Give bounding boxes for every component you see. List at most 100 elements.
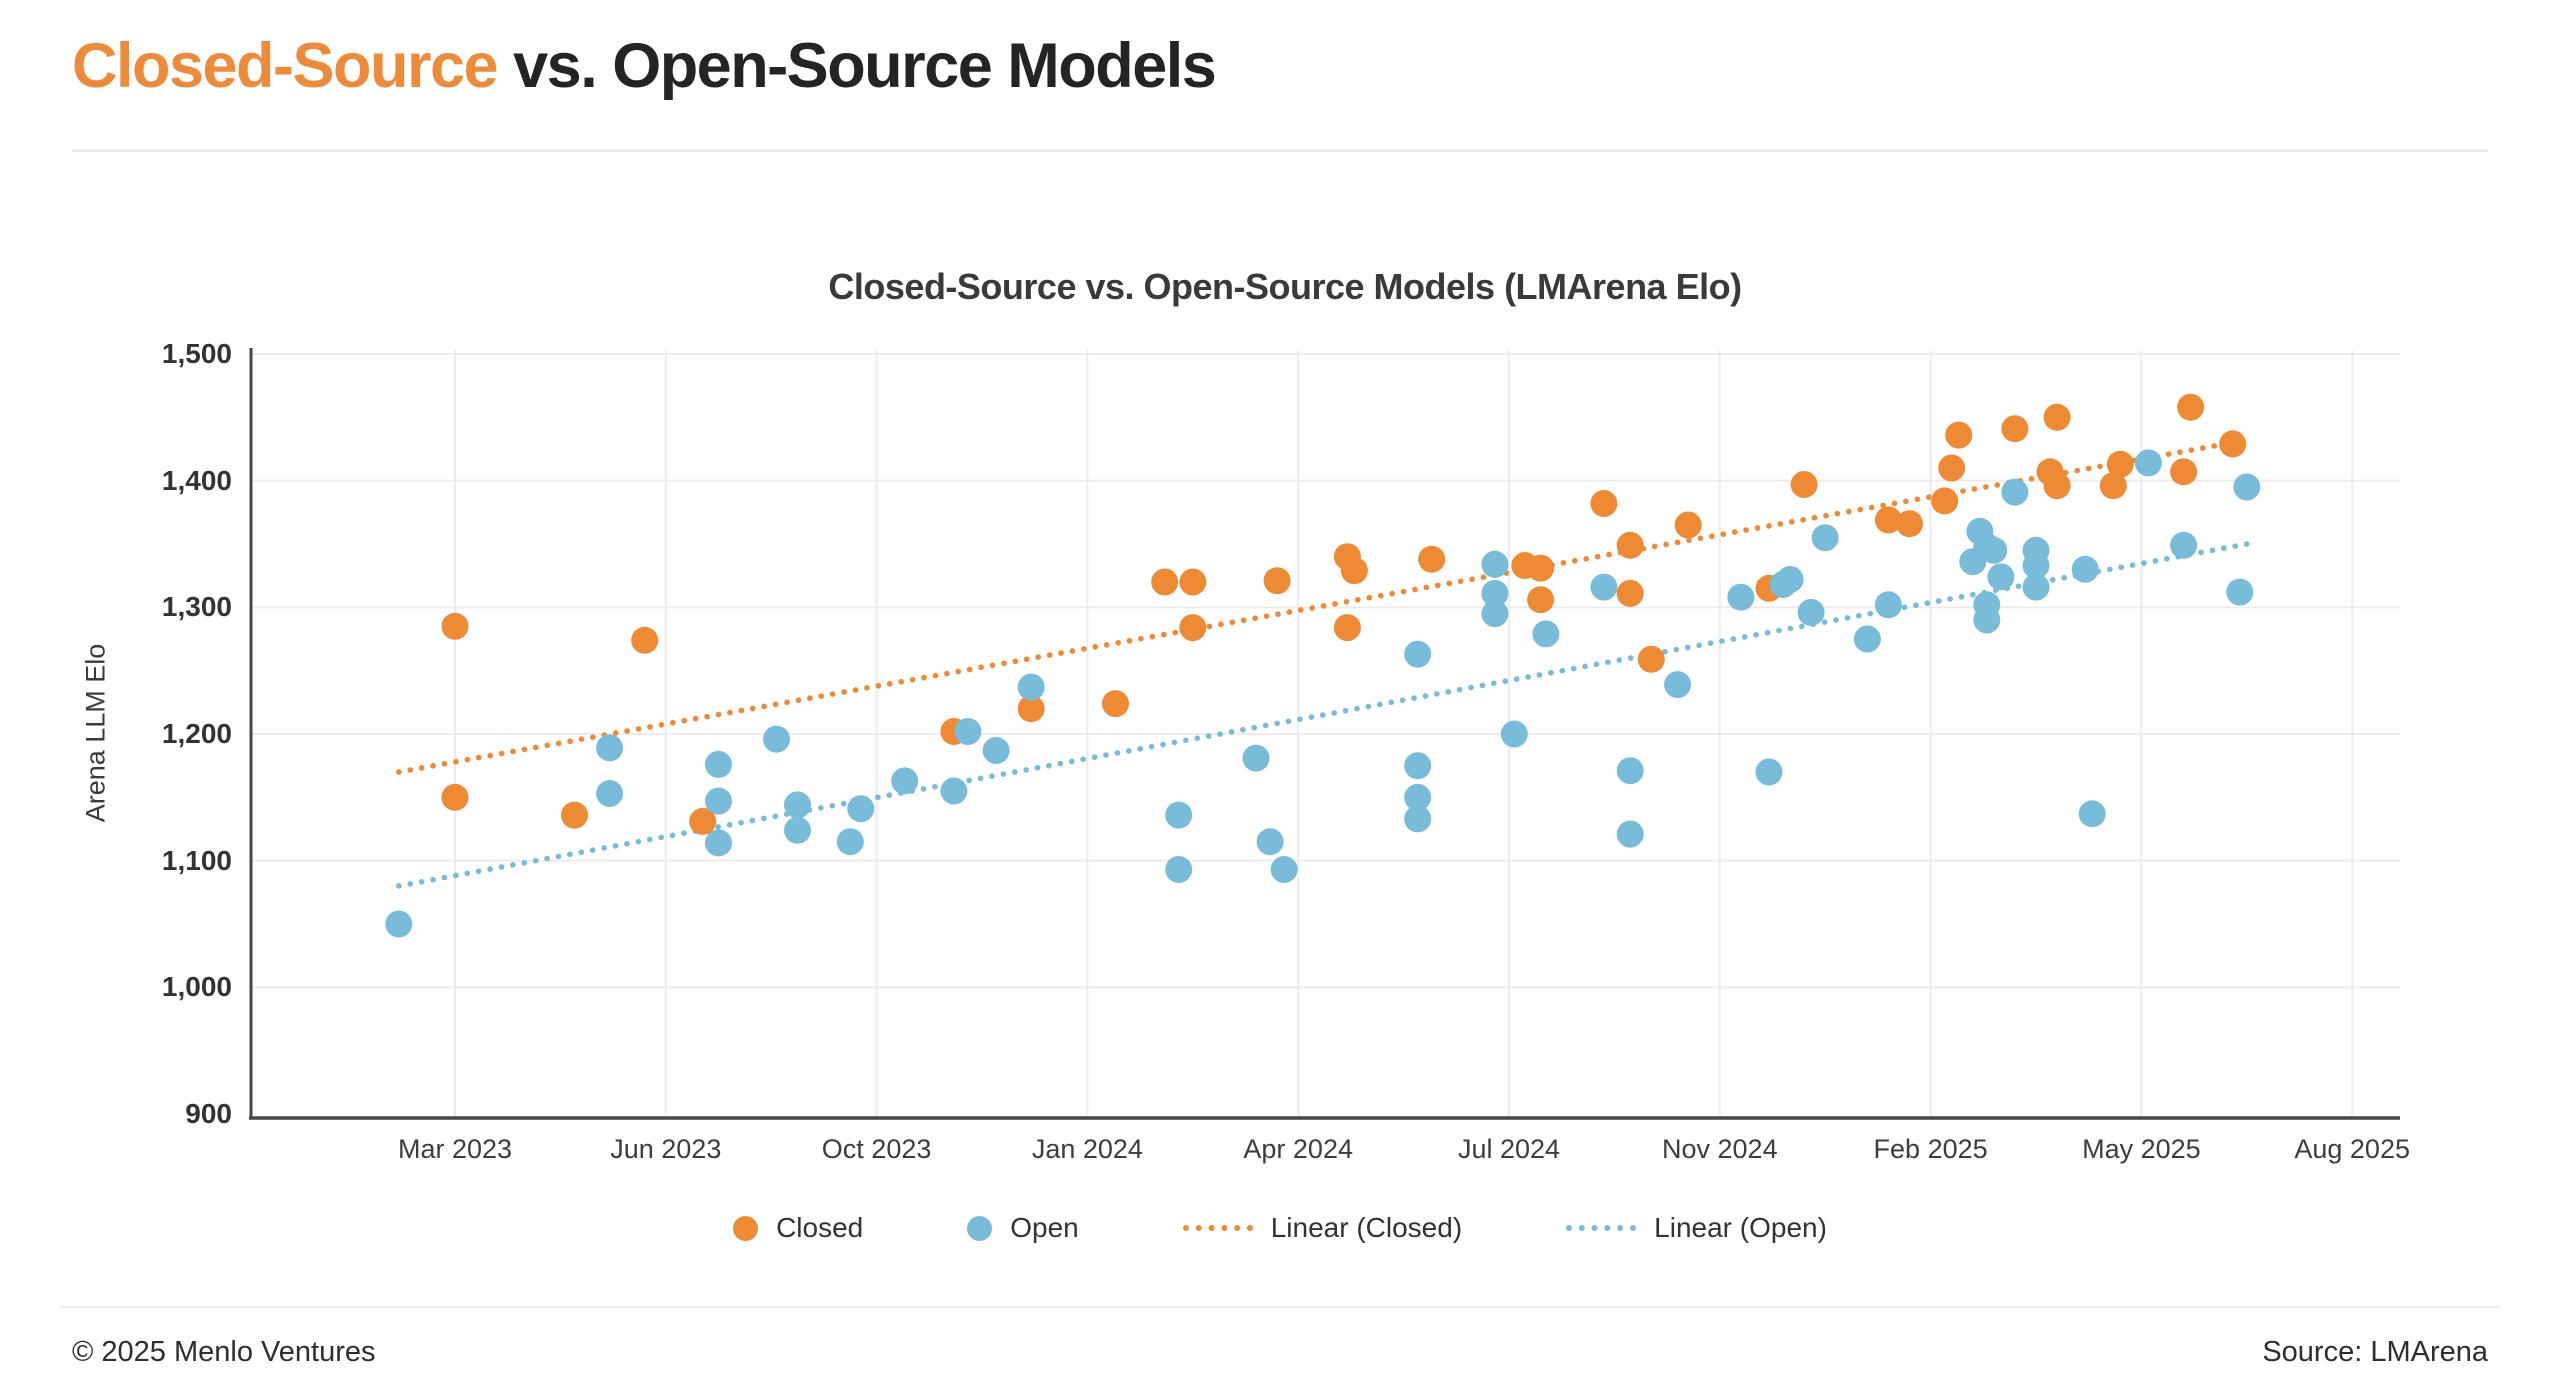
data-point-closed [1333, 614, 1361, 642]
x-tick-label: Feb 2025 [1873, 1134, 1988, 1164]
data-point-open [836, 828, 864, 856]
dotted-line-icon [1182, 1225, 1253, 1231]
data-point-closed [1340, 557, 1368, 585]
header-divider [72, 149, 2488, 152]
data-point-open [1616, 820, 1644, 848]
x-tick-label: May 2025 [2082, 1134, 2201, 1164]
data-point-open [1404, 805, 1432, 833]
data-point-open [1776, 566, 1804, 593]
data-point-open [2071, 555, 2099, 583]
data-point-closed [1179, 568, 1207, 596]
data-point-open [596, 734, 624, 762]
x-tick-label: Oct 2023 [821, 1134, 932, 1164]
legend-label: Closed [776, 1212, 864, 1243]
data-point-closed [1616, 531, 1644, 559]
data-point-open [1959, 548, 1987, 576]
data-point-open [1532, 620, 1560, 648]
x-tick-label: Nov 2024 [1662, 1134, 1778, 1164]
legend-label: Linear (Open) [1654, 1212, 1827, 1243]
data-point-closed [1179, 614, 1207, 642]
data-point-open [784, 816, 811, 844]
data-point-closed [1790, 471, 1818, 498]
data-point-closed [1527, 554, 1555, 582]
data-point-open [705, 787, 732, 815]
data-point-open [1590, 573, 1618, 601]
data-point-closed [1874, 506, 1902, 534]
data-point-open [2001, 478, 2029, 506]
data-point-closed [2043, 472, 2071, 500]
data-point-open [1755, 758, 1783, 786]
y-tick-label: 1,200 [161, 718, 232, 749]
copyright-text: © 2025 Menlo Ventures [72, 1336, 376, 1368]
data-point-open [705, 829, 732, 857]
data-point-closed [1896, 510, 1923, 538]
data-point-open [1874, 591, 1902, 619]
data-point-closed [1263, 567, 1291, 595]
data-point-closed [441, 612, 469, 640]
data-point-open [1797, 598, 1825, 626]
data-point-open [1404, 752, 1432, 780]
data-point-closed [1931, 487, 1959, 515]
data-point-closed [1637, 645, 1665, 673]
x-tick-label: Aug 2025 [2294, 1134, 2410, 1164]
legend-label: Linear (Closed) [1270, 1212, 1463, 1243]
closed-series-dot-icon [733, 1215, 759, 1241]
data-point-closed [1938, 454, 1966, 482]
data-point-closed [1590, 490, 1618, 517]
data-point-closed [2001, 415, 2029, 443]
data-point-open [1980, 536, 2008, 564]
data-point-open [705, 750, 732, 778]
data-point-open [1481, 579, 1509, 607]
data-point-open [2226, 578, 2254, 606]
page-title-highlight: Closed-Source [72, 31, 499, 101]
data-point-open [2134, 449, 2162, 477]
data-point-open [596, 780, 624, 807]
data-point-open [1404, 640, 1432, 668]
dotted-line-icon [1566, 1225, 1637, 1231]
data-point-open [1811, 524, 1839, 552]
data-point-open [1973, 606, 2001, 634]
data-point-closed [1102, 690, 1129, 718]
data-point-closed [1017, 695, 1045, 723]
x-tick-label: Jan 2024 [1031, 1134, 1143, 1164]
data-point-open [1481, 600, 1509, 628]
data-point-open [1727, 583, 1755, 611]
legend-item-linear-open: Linear (Open) [1566, 1212, 1827, 1244]
data-point-closed [441, 783, 469, 811]
data-point-closed [2170, 458, 2198, 486]
data-point-open [954, 718, 982, 745]
data-point-open [1017, 673, 1045, 701]
data-point-closed [2106, 450, 2134, 478]
source-text: Source: LMArena [2262, 1336, 2488, 1368]
data-point-open [2078, 800, 2106, 828]
y-tick-label: 1,000 [161, 971, 232, 1003]
data-point-closed [2219, 430, 2247, 458]
data-point-open [1165, 856, 1193, 883]
data-point-open [2170, 531, 2198, 559]
data-point-open [2233, 473, 2261, 501]
y-tick-label: 1,400 [161, 464, 232, 496]
data-point-open [784, 791, 811, 819]
footer-divider [60, 1306, 2500, 1308]
data-point-open [385, 910, 413, 938]
x-tick-label: Mar 2023 [397, 1134, 513, 1164]
x-tick-label: Jul 2024 [1457, 1134, 1561, 1164]
chart-legend: Closed Open Linear (Closed) Linear (Open… [0, 1212, 2560, 1244]
page-title-rest: vs. Open-Source Models [497, 31, 1217, 101]
data-point-open [847, 795, 875, 823]
data-point-open [1664, 671, 1692, 699]
legend-item-open: Open [967, 1212, 1079, 1244]
trendline-linear-open- [395, 541, 2250, 889]
data-point-closed [1616, 579, 1644, 607]
data-point-open [982, 737, 1010, 764]
y-tick-label: 1,500 [161, 338, 232, 369]
y-tick-label: 1,100 [161, 844, 232, 876]
legend-item-closed: Closed [733, 1212, 863, 1244]
data-point-closed [1674, 511, 1702, 539]
data-point-open [1270, 856, 1298, 883]
y-tick-label: 1,300 [161, 591, 232, 623]
data-point-open [1500, 720, 1528, 748]
trendline-linear-closed- [395, 437, 2250, 775]
data-point-open [1616, 757, 1644, 785]
